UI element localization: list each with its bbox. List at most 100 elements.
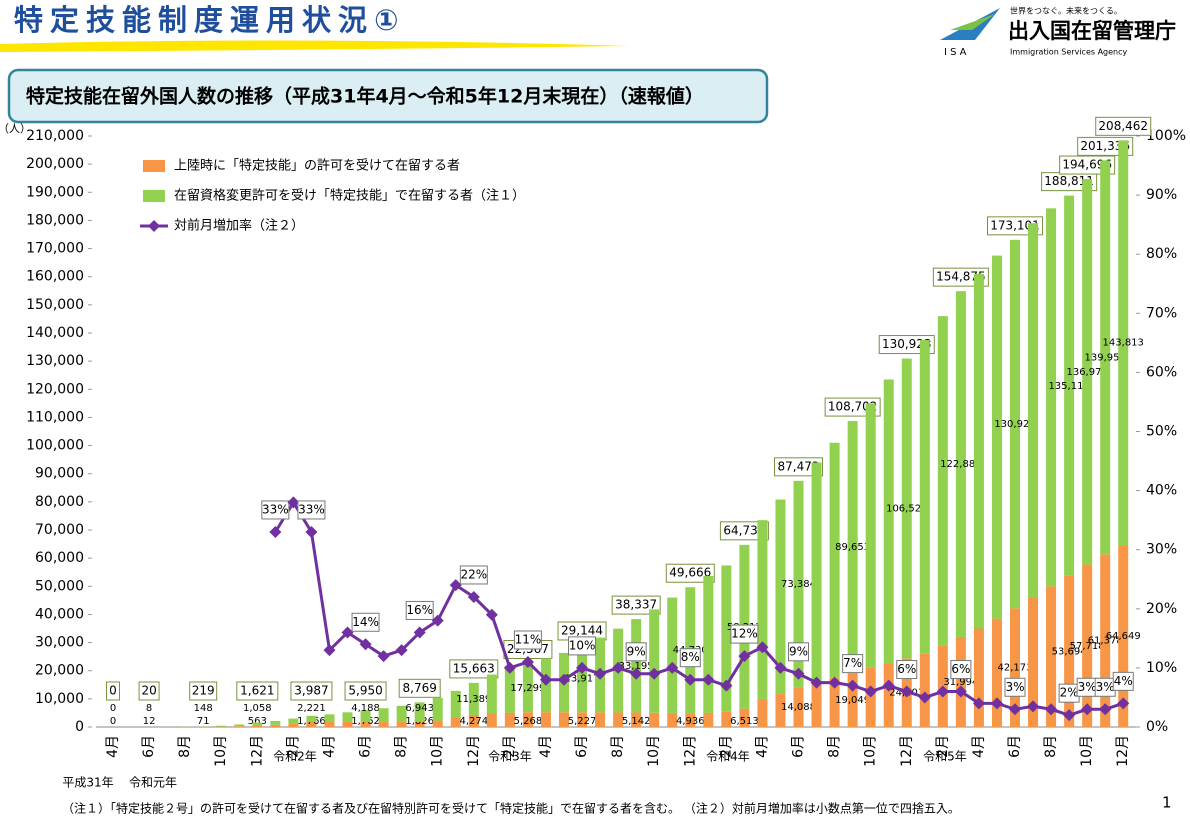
total-label: 38,337 [615, 598, 657, 612]
rate-point [323, 644, 336, 657]
y2-tick-label: 70% [1146, 305, 1177, 321]
bar-segment [991, 618, 1002, 727]
x-tick-label: 4月 [971, 735, 987, 758]
bar-segment [486, 713, 497, 727]
rate-point [521, 655, 534, 668]
bar-segment [234, 726, 245, 727]
data-label: 130,928 [994, 419, 1035, 430]
rate-point [864, 685, 877, 698]
rate-label: 11% [515, 632, 542, 646]
title-underline [0, 40, 630, 52]
rate-label-box [1112, 671, 1134, 691]
rate-label: 3% [1096, 680, 1115, 694]
total-label: 219 [192, 684, 215, 698]
rate-label-box [679, 648, 701, 668]
logo-abbr: I S A [944, 47, 967, 58]
data-label: 4,188 [351, 703, 380, 714]
y-tick-label: 60,000 [35, 550, 84, 566]
data-label: 61,378 [1088, 636, 1123, 647]
rate-label-box [351, 612, 380, 632]
rate-point [269, 525, 282, 538]
y-tick-label: 170,000 [26, 241, 84, 257]
bar-segment [414, 702, 425, 722]
y2-tick-label: 40% [1146, 483, 1177, 499]
rate-point [485, 608, 498, 621]
bar-segment [685, 713, 696, 727]
rate-point [1009, 703, 1021, 716]
rate-label: 16% [406, 603, 433, 617]
bar-segment [793, 480, 804, 688]
bar-segment [829, 677, 840, 727]
data-label: 4,936 [676, 716, 705, 727]
era-label: 平成31年 [62, 776, 113, 790]
x-tick-label: 4月 [538, 735, 554, 758]
rate-label: 14% [352, 615, 379, 629]
rate-label-box [625, 642, 647, 662]
rate-label-box [261, 500, 290, 520]
rate-point [503, 661, 516, 674]
x-tick-label: 10月 [646, 735, 662, 767]
x-tick-label: 2月 [935, 735, 951, 758]
rate-point [828, 676, 841, 689]
bar-segment [1082, 179, 1093, 565]
bar-segment [919, 340, 930, 654]
rate-label-box [513, 630, 542, 650]
bar-segment [288, 723, 299, 727]
total-label: 194,696 [1062, 158, 1112, 172]
x-tick-label: 2月 [285, 735, 301, 758]
data-label: 12 [143, 716, 156, 727]
bar-segment [1100, 554, 1111, 727]
rate-point [449, 579, 462, 592]
data-label: 19,049 [835, 695, 870, 706]
x-tick-label: 6月 [141, 735, 157, 758]
subtitle-box [7, 68, 769, 124]
rate-label: 7% [843, 656, 862, 670]
total-box [719, 521, 769, 541]
bar-segment [342, 712, 353, 723]
bar-segment [450, 690, 461, 718]
bar-segment [324, 714, 335, 723]
rate-point [413, 626, 426, 639]
data-label: 106,520 [886, 503, 927, 514]
bar-segment [468, 714, 479, 727]
total-box [774, 457, 824, 477]
footnote: （注１）「特定技能２号」の許可を受けて在留する者及び在留特別許可を受けて「特定技… [62, 801, 960, 816]
bar-segment [270, 720, 281, 725]
total-label: 29,144 [561, 623, 603, 637]
data-label: 0 [110, 716, 116, 727]
rate-point [630, 667, 643, 680]
rate-label: 6% [951, 662, 970, 676]
rate-label: 9% [627, 644, 646, 658]
rate-point [287, 496, 300, 509]
rate-point [558, 673, 570, 686]
rate-point [792, 667, 805, 680]
rate-point [1063, 709, 1076, 722]
data-label: 563 [248, 716, 267, 727]
rate-label-box [896, 660, 918, 680]
data-label: 148 [194, 703, 213, 714]
bar-segment [306, 715, 317, 723]
rate-point [990, 697, 1003, 710]
rate-point [738, 650, 751, 663]
rate-point [1027, 700, 1040, 713]
bar-segment [973, 628, 984, 727]
total-box [665, 563, 715, 583]
total-box [290, 681, 333, 701]
y-tick-label: 190,000 [26, 184, 84, 200]
bar-segment [829, 442, 840, 678]
x-tick-label: 2月 [502, 735, 518, 758]
page-title: 特定技能制度運用状況① [14, 3, 406, 37]
x-tick-label: 8月 [394, 735, 410, 758]
rate-point [756, 641, 769, 654]
x-tick-label: 2月 [718, 735, 734, 758]
x-tick-label: 4月 [321, 735, 337, 758]
bar-segment [414, 721, 425, 727]
rate-point [972, 697, 985, 710]
era-label: 令和4年 [706, 750, 750, 764]
rate-point [810, 676, 823, 689]
rate-label-box [405, 600, 434, 620]
rate-label: 33% [262, 502, 289, 516]
x-tick-label: 6月 [358, 735, 374, 758]
rate-label: 8% [681, 650, 700, 664]
